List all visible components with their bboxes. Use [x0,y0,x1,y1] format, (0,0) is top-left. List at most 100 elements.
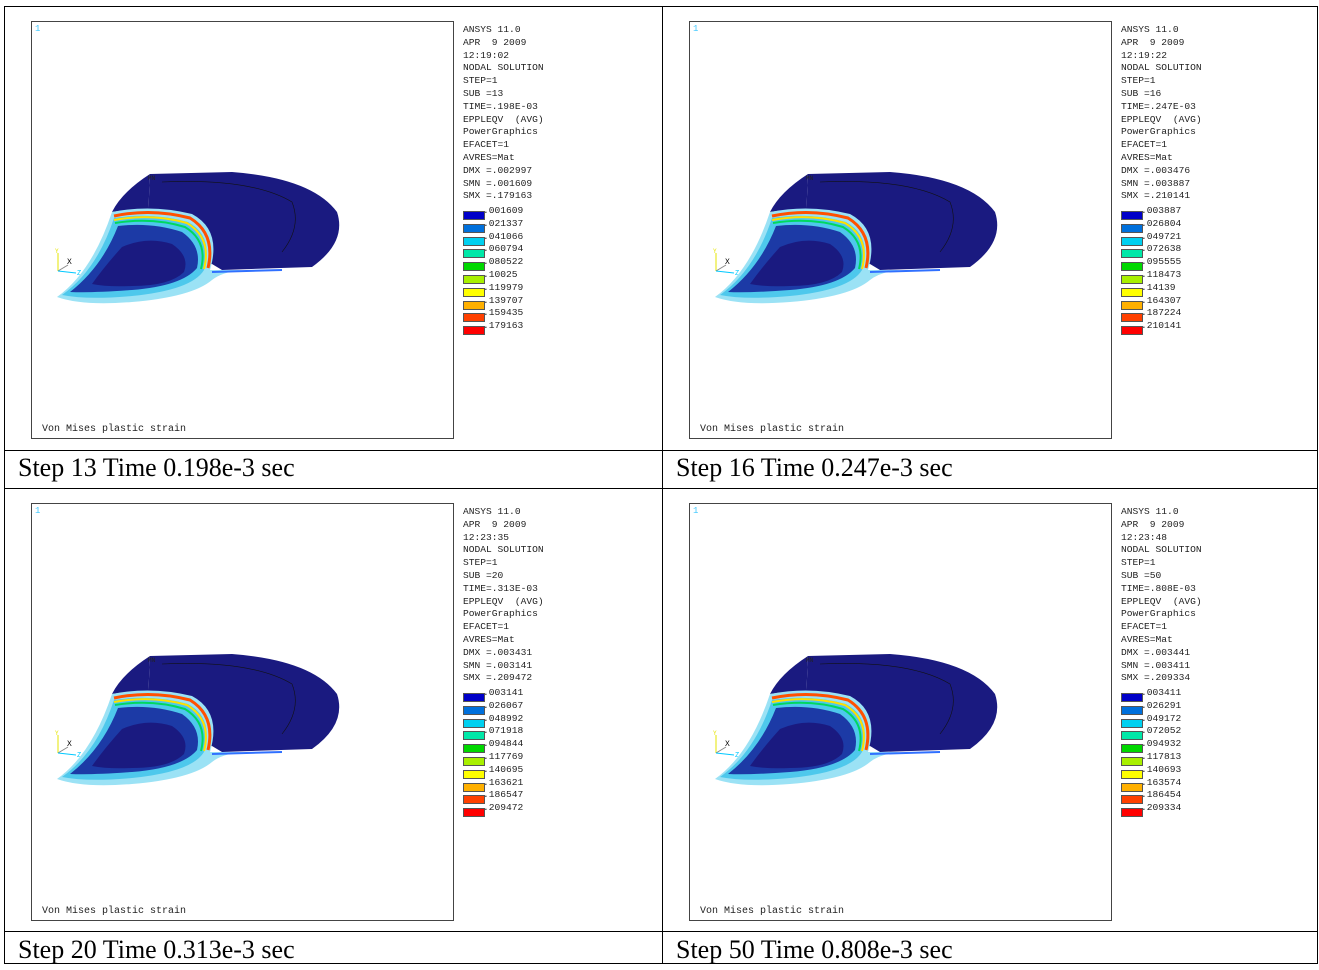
info-line: AVRES=Mat [463,151,515,163]
legend-value: .209334 [1141,802,1182,814]
info-line: SUB =20 [463,569,504,581]
info-line: PowerGraphics [463,126,538,138]
plot-title: Von Mises plastic strain [42,906,187,917]
legend-swatch [463,705,485,715]
result-panel: 1 Y X Z MN Von Mises plastic strain ANSY… [663,489,1319,970]
info-line: 12:23:35 [463,531,510,543]
legend-value: .001609 [483,205,524,216]
info-line: SMN =.001609 [463,177,533,189]
info-line: SMX =.209472 [463,672,533,684]
legend-value: .003141 [483,687,524,698]
legend-swatch [1121,731,1143,741]
axis-triad-icon: Y X Z [713,730,739,759]
graphics-viewport: 1 Y X Z MN Von Mises plastic strain [31,503,454,921]
legend-swatch [463,274,485,284]
legend-swatch [463,223,485,233]
info-line: EPPLEQV (AVG) [463,595,544,607]
info-line: NODAL SOLUTION [463,544,544,556]
legend-value: .094932 [1141,738,1182,750]
legend-swatch [1121,326,1143,336]
legend-swatch [1121,249,1143,259]
legend-value: .072638 [1141,243,1182,255]
legend-value: .163621 [483,776,524,788]
info-line: NODAL SOLUTION [463,62,544,74]
info-line: SMX =.210141 [1121,190,1191,202]
window-number: 1 [35,506,41,516]
info-line: EPPLEQV (AVG) [1121,113,1202,125]
info-line: EPPLEQV (AVG) [1121,595,1202,607]
graphics-viewport: 1 Y X Z MN Von Mises plastic strain [689,21,1112,439]
info-line: EFACET=1 [463,139,510,151]
info-line: EFACET=1 [1121,139,1168,151]
legend-swatch [1121,756,1143,766]
legend-value: .080522 [483,256,524,268]
legend-value: .026804 [1141,217,1182,229]
info-line: DMX =.003441 [1121,646,1191,658]
min-marker-label: MN [806,657,814,664]
legend-swatch [1121,262,1143,272]
graphics-viewport: 1 Y X Z MN Von Mises plastic strain [689,503,1112,921]
legend-value: .140695 [483,763,524,775]
legend-swatch [463,782,485,792]
legend-value: .179163 [483,320,524,332]
triad-z-label: Z [77,752,81,759]
axis-triad-icon: Y X Z [713,248,739,277]
window-number: 1 [693,24,699,34]
info-line: PowerGraphics [463,608,538,620]
info-line: SMX =.179163 [463,190,533,202]
info-line: DMX =.003476 [1121,164,1191,176]
info-line: APR 9 2009 [1121,36,1185,48]
legend-value: .119979 [483,281,524,293]
info-line: STEP=1 [463,75,498,87]
legend-value: .118473 [1141,268,1182,280]
info-line: ANSYS 11.0 [1121,24,1179,35]
legend-swatch [1121,313,1143,323]
legend-swatch [463,795,485,805]
info-line: AVRES=Mat [463,633,515,645]
model-contour-plot: MN [57,654,340,786]
info-line: SMN =.003411 [1121,659,1191,671]
legend-value: .071918 [483,725,524,737]
info-line: PowerGraphics [1121,126,1196,138]
triad-y-label: Y [713,248,717,255]
step-caption: Step 13 Time 0.198e-3 sec [18,453,295,482]
legend-swatch [463,300,485,310]
info-line: TIME=.247E-03 [1121,100,1196,112]
info-line: TIME=.808E-03 [1121,582,1196,594]
triad-z-label: Z [77,270,81,277]
row-divider [5,450,1317,451]
info-line: ANSYS 11.0 [463,24,521,35]
info-line: NODAL SOLUTION [1121,544,1202,556]
info-line: NODAL SOLUTION [1121,62,1202,74]
min-marker-label: MN [148,175,156,182]
legend-value: .10025 [483,268,518,280]
row-divider [5,488,1317,489]
legend-value: .186547 [483,789,524,801]
legend-swatch [1121,693,1143,702]
legend-value: .049721 [1141,230,1182,242]
info-line: TIME=.198E-03 [463,100,538,112]
legend-value: .186454 [1141,789,1182,801]
legend-swatch [463,262,485,272]
legend-swatch [1121,795,1143,805]
model-contour-plot: MN [715,172,998,304]
legend-value: .140693 [1141,763,1182,775]
result-panel: 1 Y X Z MN Von Mises plastic strain ANSY… [5,7,662,488]
legend-swatch [1121,287,1143,297]
column-divider [662,7,663,963]
legend-value: .026067 [483,699,524,711]
legend-value: .14139 [1141,281,1176,293]
plot-title: Von Mises plastic strain [700,424,845,435]
legend-swatch [1121,769,1143,779]
result-info-block: ANSYS 11.0 APR 9 2009 12:23:35 NODAL SOLUTI… [463,506,653,685]
legend-swatch [463,693,485,702]
model-contour-plot: MN [715,654,998,786]
legend-swatch [1121,300,1143,310]
legend-value: .060794 [483,243,524,255]
result-info-block: ANSYS 11.0 APR 9 2009 12:19:02 NODAL SOLUTI… [463,24,653,203]
info-line: AVRES=Mat [1121,633,1173,645]
info-line: DMX =.002997 [463,164,533,176]
legend-value: .003411 [1141,687,1182,698]
info-line: ANSYS 11.0 [1121,506,1179,517]
legend-value: .041066 [483,230,524,242]
